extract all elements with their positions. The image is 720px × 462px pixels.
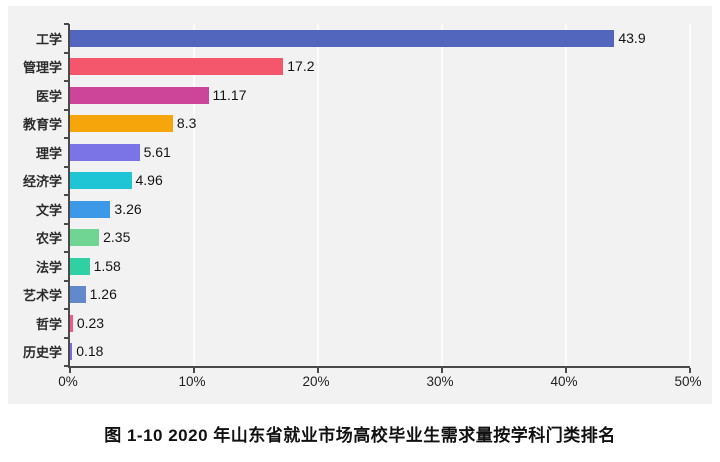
- bar-row-7: 3.26: [70, 195, 690, 224]
- gridline-10: [193, 24, 195, 366]
- bar-value-label: 1.26: [89, 286, 117, 303]
- y-axis-tick: [64, 165, 69, 168]
- category-label-哲学: 哲学: [35, 316, 62, 332]
- bar-value-label: 43.9: [618, 29, 646, 46]
- chart-panel: 工学管理学医学教育学理学经济学文学农学法学艺术学哲学历史学 43.9 17.2 11…: [8, 6, 712, 404]
- bar-工学: [70, 29, 615, 47]
- bar-农学: [70, 229, 100, 247]
- bar-row-5: 5.61: [70, 138, 690, 167]
- x-axis-tick: [317, 368, 319, 373]
- x-axis-label-20%: 20%: [302, 374, 330, 389]
- bar-row-9: 1.58: [70, 252, 690, 281]
- y-axis-tick: [64, 279, 69, 282]
- bar-value-label: 0.23: [76, 314, 105, 331]
- x-axis-tick: [441, 368, 443, 373]
- bar-理学: [70, 143, 140, 161]
- category-label-农学: 农学: [35, 231, 62, 247]
- y-axis-tick: [64, 308, 69, 310]
- bar-value-label: 8.3: [176, 115, 197, 132]
- category-label-工学: 工学: [35, 31, 62, 47]
- bar-row-8: 2.35: [70, 224, 690, 253]
- bar-value-label: 3.26: [114, 200, 142, 217]
- x-axis-tick: [193, 368, 195, 373]
- y-axis-tick: [64, 108, 69, 111]
- category-label-艺术学: 艺术学: [22, 288, 62, 304]
- bar-value-label: 11.17: [212, 86, 247, 103]
- gridline-40: [565, 24, 567, 366]
- bar-value-label: 0.18: [76, 343, 104, 360]
- x-axis-label-50%: 50%: [674, 374, 702, 389]
- bar-value-label: 5.61: [143, 143, 171, 160]
- bar-教育学: [70, 115, 173, 133]
- x-axis-label-0%: 0%: [58, 374, 78, 389]
- bar-文学: [70, 200, 111, 218]
- category-label-历史学: 历史学: [22, 345, 62, 361]
- x-axis-tick: [689, 368, 691, 373]
- y-axis-tick: [64, 137, 69, 139]
- bar-哲学: [70, 314, 73, 332]
- category-label-理学: 理学: [35, 145, 62, 161]
- bar-row-3: 11.17: [70, 81, 690, 110]
- bar-row-6: 4.96: [70, 167, 690, 196]
- bar-row-12: 0.18: [70, 338, 690, 367]
- y-axis-tick: [64, 51, 69, 54]
- y-axis-tick: [64, 336, 69, 339]
- caption-area: 图 1-10 2020 年山东省就业市场高校毕业生需求量按学科门类排名: [0, 404, 720, 462]
- bar-管理学: [70, 58, 284, 76]
- bar-value-label: 2.35: [103, 229, 131, 246]
- bar-艺术学: [70, 286, 86, 304]
- bar-row-2: 17.2: [70, 53, 690, 82]
- y-axis-tick: [64, 80, 69, 82]
- category-label-管理学: 管理学: [22, 60, 62, 76]
- y-axis-tick: [64, 194, 69, 196]
- x-axis-tick: [565, 368, 567, 373]
- y-axis-tick: [64, 23, 69, 25]
- gridline-50: [689, 24, 691, 366]
- category-label-教育学: 教育学: [22, 117, 62, 133]
- bar-row-1: 43.9: [70, 24, 690, 53]
- gridline-20: [317, 24, 319, 366]
- category-label-法学: 法学: [35, 259, 62, 275]
- bar-value-label: 17.2: [287, 58, 315, 75]
- bar-医学: [70, 86, 209, 104]
- x-axis-label-30%: 30%: [426, 374, 454, 389]
- y-axis-tick: [64, 222, 69, 225]
- bar-row-10: 1.26: [70, 281, 690, 310]
- gridline-30: [441, 24, 443, 366]
- bar-value-label: 4.96: [135, 172, 163, 189]
- x-axis-label-10%: 10%: [178, 374, 206, 389]
- category-label-医学: 医学: [35, 88, 62, 104]
- bar-row-4: 8.3: [70, 110, 690, 139]
- bar-row-11: 0.23: [70, 309, 690, 338]
- category-label-文学: 文学: [35, 202, 62, 218]
- figure-caption: 图 1-10 2020 年山东省就业市场高校毕业生需求量按学科门类排名: [104, 425, 616, 445]
- x-axis-tick: [69, 368, 71, 373]
- category-axis: 工学管理学医学教育学理学经济学文学农学法学艺术学哲学历史学: [8, 24, 62, 366]
- plot-area: 43.9 17.2 11.17 8.3 5.61 4.96 3.26 2.35 1.58 1.26…: [64, 23, 691, 373]
- bar-法学: [70, 257, 90, 275]
- x-axis-tick-labels: 0% 10% 20% 30% 40% 50%: [58, 372, 701, 394]
- x-axis-label-40%: 40%: [550, 374, 578, 389]
- y-axis-tick: [64, 251, 69, 253]
- bar-经济学: [70, 172, 132, 190]
- y-axis-tick: [64, 365, 69, 367]
- bar-历史学: [70, 343, 73, 361]
- category-label-经济学: 经济学: [22, 174, 62, 190]
- bar-value-label: 1.58: [93, 257, 121, 274]
